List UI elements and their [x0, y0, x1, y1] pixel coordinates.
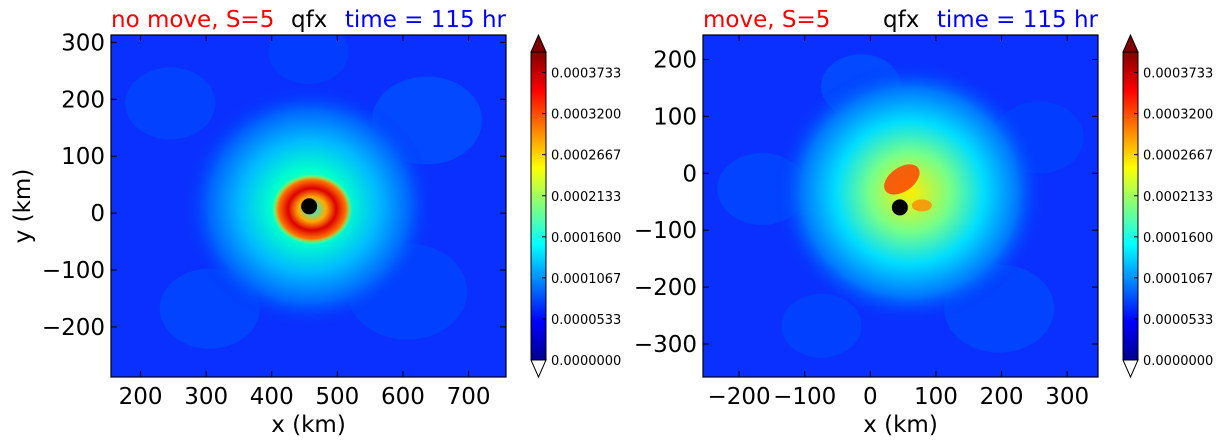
colorbar-tick-label: 0.0001600	[1143, 231, 1213, 246]
contour-field	[111, 35, 506, 377]
y-tick-label: −200	[634, 275, 697, 301]
x-tick-label: 100	[914, 384, 958, 410]
panel-1: 200 300 400 500 600 700 300 200 100 0 −100 −200 x (k…	[10, 7, 621, 438]
y-tick-label: 200	[61, 87, 105, 113]
title-center: qfx	[883, 7, 919, 33]
field-blotch	[781, 293, 862, 358]
x-tick-label: 200	[119, 384, 163, 410]
x-axis-label: x (km)	[271, 412, 346, 438]
title-left: move, S=5	[703, 7, 830, 33]
colorbar-gradient	[1122, 51, 1139, 361]
y-tick-label: 0	[682, 161, 697, 187]
title-right: time = 115 hr	[937, 7, 1099, 33]
colorbar-tick-label: 0.0001067	[551, 272, 621, 287]
title-right: time = 115 hr	[345, 7, 507, 33]
x-tick-label: 200	[980, 384, 1024, 410]
field-blotch	[125, 67, 216, 140]
y-tick-label: 100	[61, 144, 105, 170]
y-tick-label: 300	[61, 30, 105, 56]
title-left: no move, S=5	[111, 7, 274, 33]
x-tick-label: −200	[708, 384, 771, 410]
storm-center-marker	[891, 199, 908, 216]
colorbar-tick-label: 0.0000000	[551, 354, 621, 369]
storm-center-marker	[301, 198, 318, 215]
colorbar-tick-label: 0.0002667	[1143, 149, 1213, 164]
x-tick-label: 400	[250, 384, 294, 410]
x-axis-label: x (km)	[863, 412, 938, 438]
x-tick-label: −100	[773, 384, 836, 410]
colorbar-tick-label: 0.0001067	[1143, 272, 1213, 287]
colorbar-tick-label: 0.0000000	[1143, 354, 1213, 369]
plot-frame	[110, 34, 507, 378]
colorbar-tick-label: 0.0002667	[551, 149, 621, 164]
x-tick-label: 500	[315, 384, 359, 410]
y-tick-label: −100	[42, 258, 105, 284]
eyewall-max-flux	[884, 164, 920, 195]
y-tick-label: −300	[634, 332, 697, 358]
plot-frame	[702, 34, 1099, 378]
colorbar: 0.0000000 0.0000533 0.0001067 0.0001600 0.00…	[1122, 33, 1213, 379]
colorbar-tick-label: 0.0000533	[551, 313, 621, 328]
colorbar-gradient	[530, 51, 547, 361]
storm-moisture-flux	[774, 62, 1045, 323]
colorbar-tick-label: 0.0002133	[551, 190, 621, 205]
y-axis-label: y (km)	[10, 169, 36, 244]
y-tick-label: 100	[653, 104, 697, 130]
colorbar-extend-min	[1122, 359, 1139, 379]
y-tick-label: 200	[653, 47, 697, 73]
colorbar-tick-label: 0.0001600	[551, 231, 621, 246]
colorbar-extend-max	[1122, 33, 1139, 53]
x-tick-label: 700	[447, 384, 491, 410]
colorbar-tick-label: 0.0003733	[1143, 67, 1213, 82]
colorbar: 0.0000000 0.0000533 0.0001067 0.0001600 0.00…	[530, 33, 621, 379]
colorbar-tick-label: 0.0003733	[551, 67, 621, 82]
y-tick-label: −200	[42, 315, 105, 341]
x-tick-label: 600	[381, 384, 425, 410]
x-tick-label: 300	[184, 384, 228, 410]
colorbar-extend-min	[530, 359, 547, 379]
eyewall-secondary-flux	[911, 199, 932, 212]
colorbar-tick-label: 0.0002133	[1143, 190, 1213, 205]
y-tick-label: 0	[90, 201, 105, 227]
x-tick-label: 0	[863, 384, 878, 410]
colorbar-tick-label: 0.0003200	[1143, 108, 1213, 123]
colorbar-extend-max	[530, 33, 547, 53]
title-center: qfx	[291, 7, 327, 33]
colorbar-tick-label: 0.0003200	[551, 108, 621, 123]
colorbar-tick-label: 0.0000533	[1143, 313, 1213, 328]
x-tick-label: 300	[1045, 384, 1089, 410]
field-blotch	[268, 35, 349, 85]
y-tick-label: −100	[634, 218, 697, 244]
